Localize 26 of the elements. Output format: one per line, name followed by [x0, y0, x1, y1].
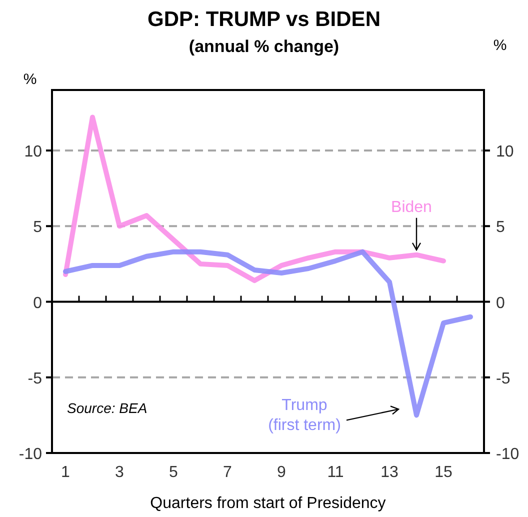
- y2-tick-label: 0: [496, 294, 505, 312]
- x-tick-label: 9: [277, 464, 286, 481]
- x-tick-label: 3: [115, 464, 124, 481]
- y2-axis-title: %: [493, 37, 507, 54]
- x-tick-label: 1: [61, 464, 70, 481]
- y2-tick-label: 5: [496, 219, 505, 236]
- x-tick-label: 15: [434, 464, 452, 481]
- y2-tick-label: -5: [496, 370, 510, 388]
- x-tick-label: 5: [169, 464, 178, 481]
- x-tick-label: 11: [327, 464, 344, 481]
- x-tick-label: 13: [380, 464, 398, 481]
- text: Biden: [391, 198, 432, 216]
- y-tick-label: -5: [28, 370, 42, 388]
- y-tick-label: -10: [18, 446, 42, 463]
- y2-tick-label: 10: [496, 144, 514, 160]
- annotation: Source: BEA: [67, 400, 148, 416]
- y-tick-label: 5: [33, 219, 42, 236]
- x-tick-label: 7: [223, 464, 232, 481]
- chart-title: GDP: TRUMP vs BIDEN: [148, 8, 380, 31]
- chart-subtitle: (annual % change): [188, 37, 340, 56]
- y-axis-title: %: [23, 71, 37, 88]
- y-tick-label: 10: [24, 144, 42, 160]
- text: Trump (first term): [268, 397, 341, 434]
- x-axis-title: Quarters from start of Presidency: [150, 495, 386, 512]
- y2-tick-label: -10: [496, 446, 520, 463]
- y-tick-label: 0: [33, 294, 42, 312]
